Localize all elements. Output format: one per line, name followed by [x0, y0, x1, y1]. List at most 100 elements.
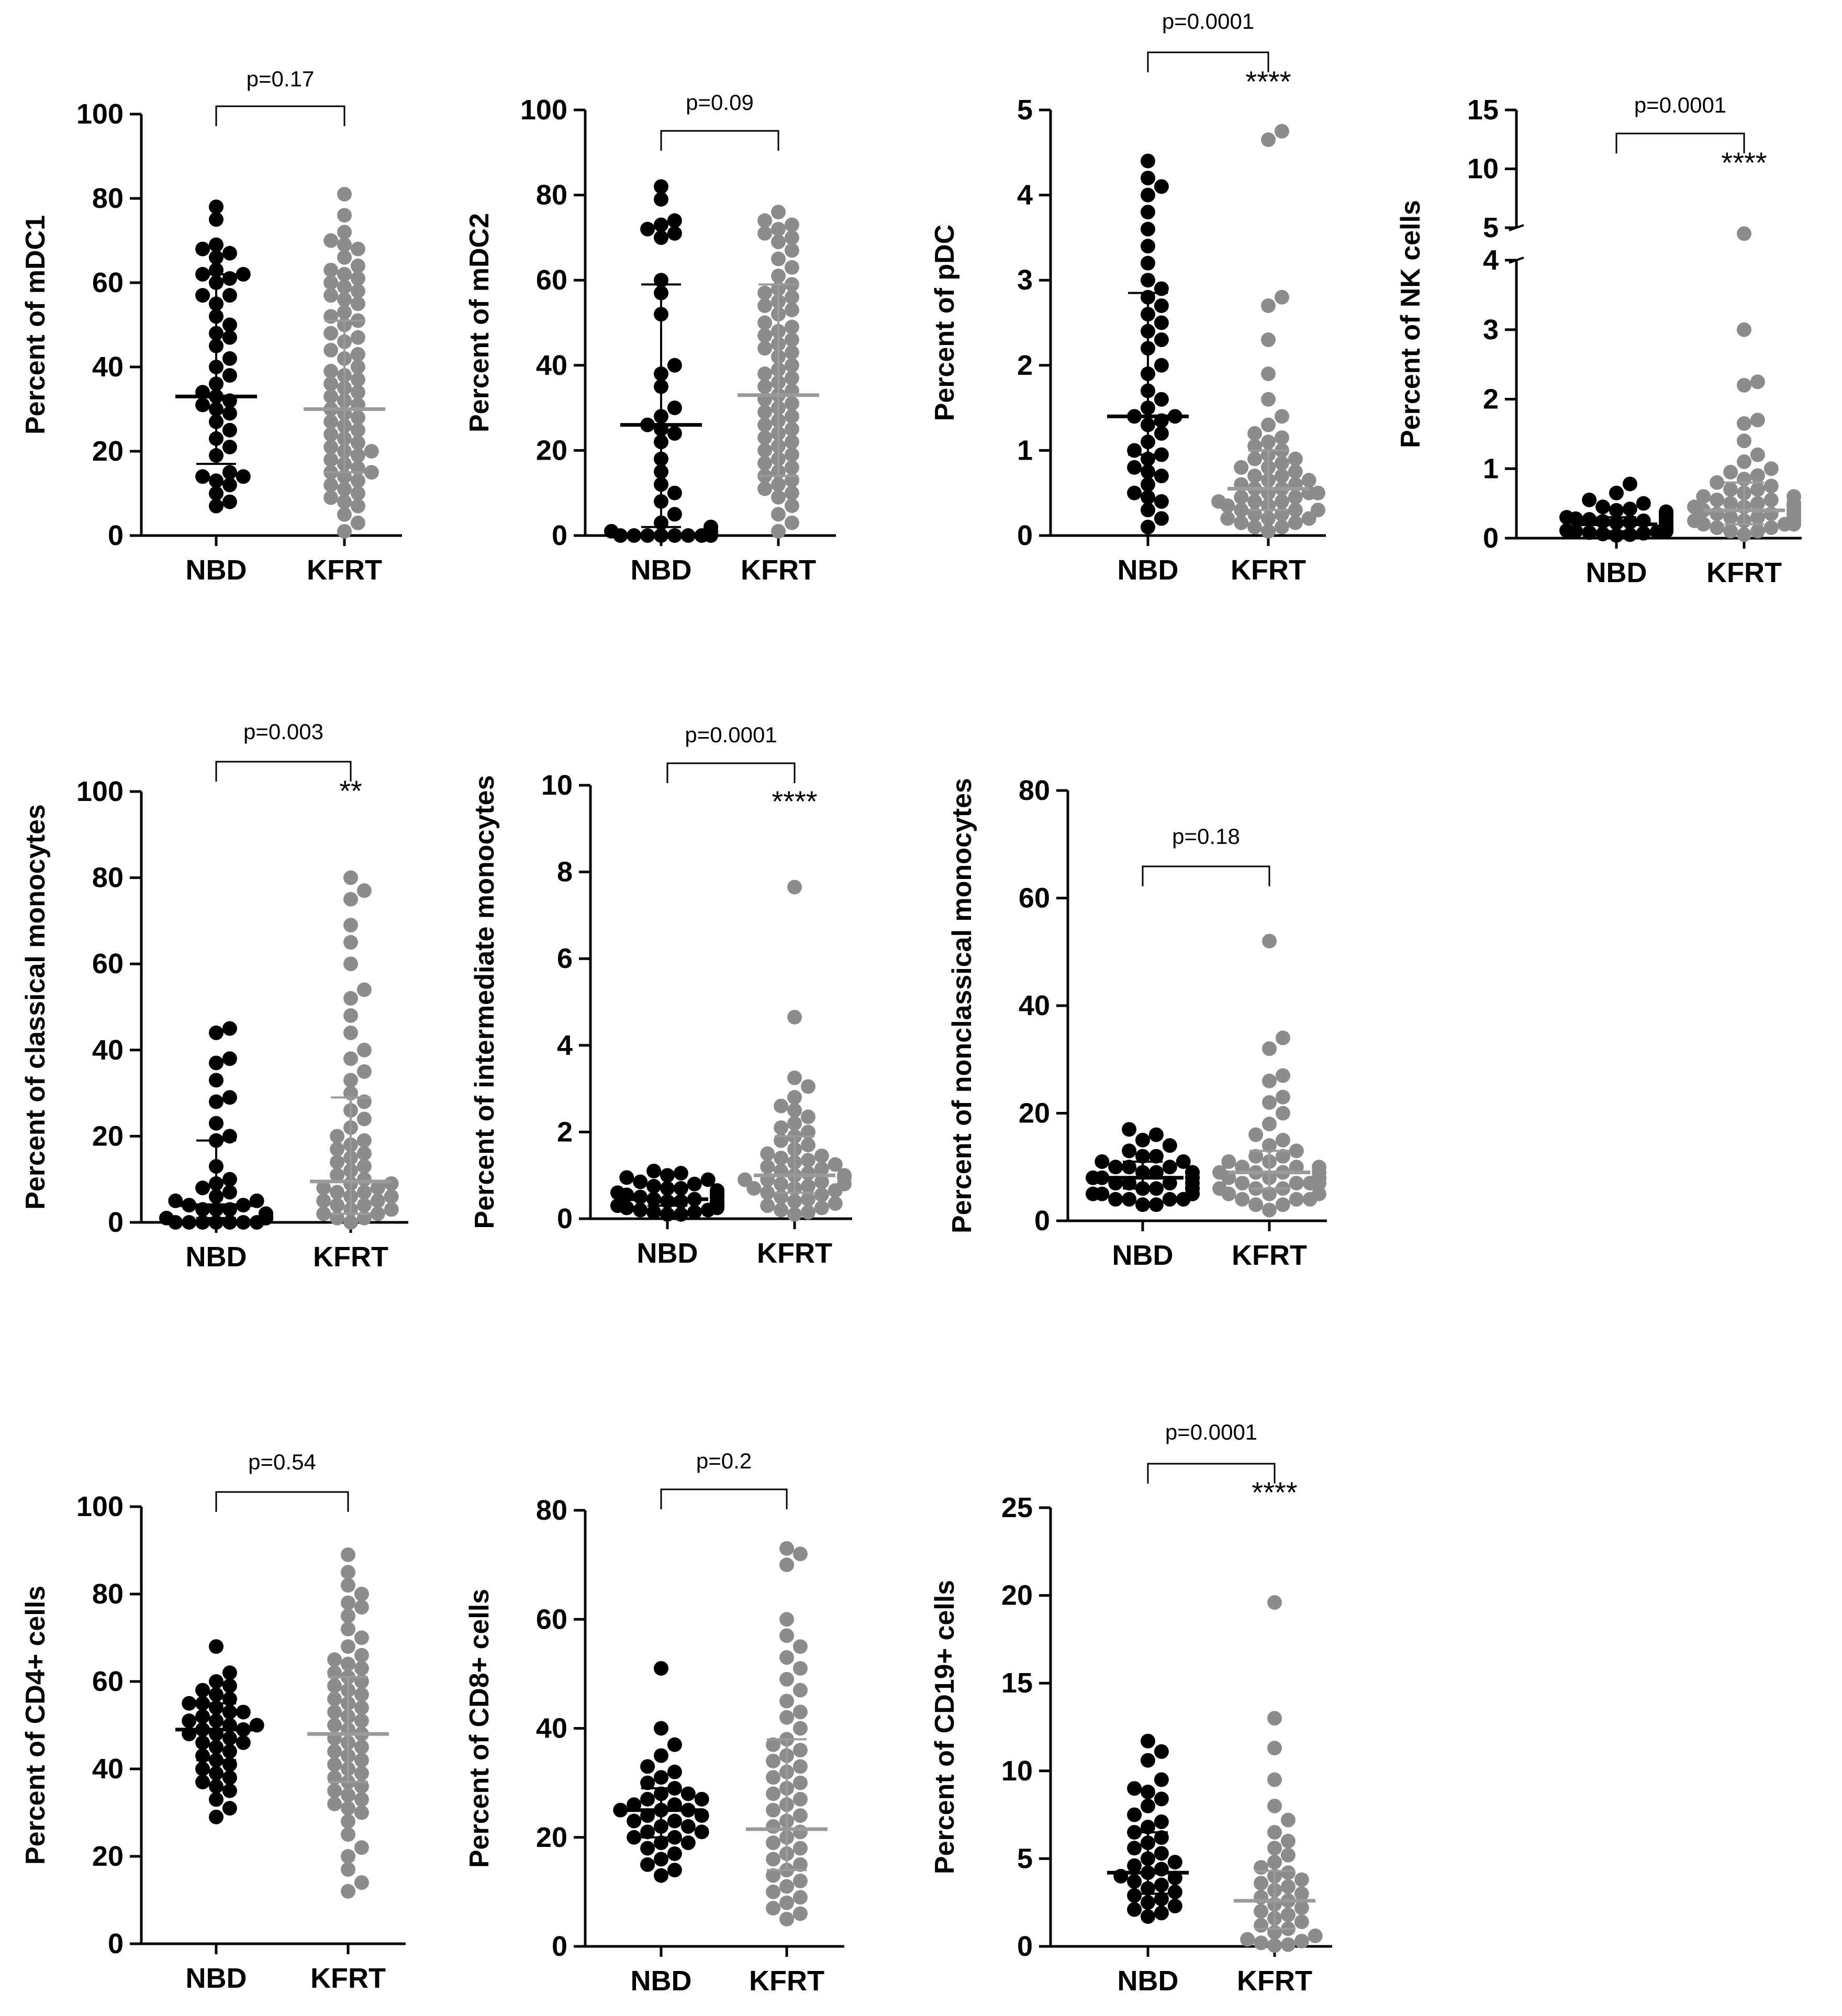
kfrt-data-point	[337, 250, 352, 265]
kfrt-data-point	[337, 237, 352, 252]
kfrt-data-point	[323, 414, 339, 429]
nbd-data-point	[259, 1206, 273, 1221]
nbd-data-point	[680, 1819, 696, 1834]
kfrt-data-point	[356, 1133, 372, 1148]
kfrt-data-point	[1267, 1711, 1282, 1726]
nbd-data-point	[633, 1174, 648, 1189]
kfrt-data-point	[792, 1705, 808, 1720]
nbd-data-point	[1154, 298, 1169, 313]
kfrt-data-point	[1288, 464, 1303, 480]
significance-bracket	[1142, 865, 1270, 886]
kfrt-data-point	[323, 490, 339, 505]
nbd-data-point	[195, 288, 210, 303]
y-tick-label: 80	[92, 1578, 124, 1610]
kfrt-data-point	[323, 326, 339, 341]
nbd-data-point	[1141, 1733, 1155, 1748]
kfrt-data-point	[1280, 1937, 1296, 1952]
nbd-data-point	[1122, 1160, 1137, 1175]
kfrt-data-point	[779, 1672, 794, 1687]
y-axis-title: Percent of CD8+ cells	[464, 1589, 495, 1868]
kfrt-data-point	[323, 427, 339, 442]
nbd-data-point	[627, 1830, 642, 1845]
kfrt-data-point	[787, 1116, 802, 1131]
kfrt-data-point	[1262, 1117, 1277, 1132]
kfrt-data-point	[1221, 1154, 1236, 1169]
kfrt-data-point	[316, 1193, 331, 1208]
kfrt-data-point	[1750, 524, 1765, 539]
kfrt-data-point	[1737, 454, 1751, 469]
kfrt-data-point	[792, 1791, 808, 1807]
kfrt-data-point	[828, 1157, 843, 1172]
kfrt-data-point	[370, 1206, 385, 1221]
significance-bracket	[215, 1491, 349, 1512]
y-axis-title: Percent of mDC2	[464, 213, 495, 432]
y-tick-label: 10	[541, 770, 573, 801]
nbd-data-point	[236, 1705, 251, 1720]
kfrt-data-point	[779, 1710, 794, 1725]
kfrt-data-point	[784, 332, 799, 348]
nbd-data-point	[1141, 153, 1155, 169]
nbd-data-point	[209, 1674, 224, 1689]
chart-panel-6: 0 2 4 6 8 10 NBD KFRT Percent of intermediate mo…	[470, 722, 852, 1269]
kfrt-data-point	[1247, 519, 1263, 534]
nbd-data-point	[694, 1824, 709, 1840]
nbd-data-point	[236, 1215, 251, 1230]
x-category-label: KFRT	[1237, 1965, 1312, 1997]
y-tick-label: 20	[92, 1120, 124, 1152]
kfrt-data-point	[784, 358, 799, 373]
kfrt-data-point	[800, 1191, 816, 1207]
kfrt-data-point	[1240, 1932, 1255, 1947]
nbd-data-point	[1609, 503, 1624, 518]
nbd-data-point	[1141, 187, 1155, 203]
y-tick-label: 60	[536, 1603, 567, 1635]
y-tick-label: 10	[1467, 153, 1499, 185]
kfrt-data-point	[354, 1630, 369, 1645]
kfrt-data-point	[330, 1129, 345, 1144]
kfrt-data-point	[779, 1895, 794, 1910]
nbd-data-point	[222, 422, 237, 438]
kfrt-data-point	[1280, 1833, 1296, 1848]
kfrt-data-point	[354, 1740, 369, 1755]
nbd-data-point	[680, 1786, 696, 1801]
nbd-data-point	[1141, 239, 1155, 254]
nbd-data-point	[1167, 1855, 1182, 1870]
kfrt-data-point	[323, 439, 339, 454]
kfrt-data-point	[784, 485, 799, 500]
nbd-data-point	[222, 494, 237, 509]
kfrt-data-point	[1312, 1186, 1326, 1201]
kfrt-data-point	[792, 1808, 808, 1823]
nbd-data-point	[633, 1189, 648, 1205]
kfrt-data-point	[316, 1206, 331, 1221]
p-value-label: p=0.18	[1172, 824, 1240, 849]
nbd-data-point	[1141, 489, 1155, 505]
nbd-data-point	[1127, 1888, 1142, 1903]
kfrt-data-point	[792, 1759, 808, 1774]
nbd-data-point	[687, 1176, 702, 1191]
nbd-data-point	[209, 473, 224, 488]
nbd-data-point	[1167, 1898, 1182, 1913]
kfrt-data-point	[1275, 1197, 1290, 1212]
nbd-data-point	[1141, 205, 1155, 220]
y-tick-label: 5	[1483, 212, 1499, 243]
y-tick-label: 2	[1017, 350, 1033, 381]
kfrt-data-point	[341, 1621, 355, 1636]
kfrt-data-point	[787, 1090, 802, 1105]
kfrt-data-point	[1248, 1149, 1264, 1164]
kfrt-data-point	[341, 1578, 355, 1593]
kfrt-data-point	[1267, 1798, 1282, 1813]
nbd-data-point	[222, 1021, 237, 1036]
kfrt-data-point	[327, 1691, 342, 1707]
kfrt-data-point	[771, 269, 786, 284]
nbd-data-point	[646, 1178, 662, 1194]
y-tick-label: 60	[92, 267, 124, 298]
x-category-label: NBD	[1586, 557, 1647, 588]
kfrt-data-point	[1235, 1191, 1250, 1207]
nbd-data-point	[680, 1835, 696, 1851]
kfrt-data-point	[837, 1168, 852, 1183]
nbd-data-point	[660, 1207, 675, 1222]
p-value-label: p=0.09	[686, 90, 754, 115]
kfrt-data-point	[1750, 496, 1765, 511]
kfrt-data-point	[1275, 1106, 1290, 1121]
kfrt-data-point	[323, 275, 339, 290]
kfrt-data-point	[1696, 489, 1711, 504]
